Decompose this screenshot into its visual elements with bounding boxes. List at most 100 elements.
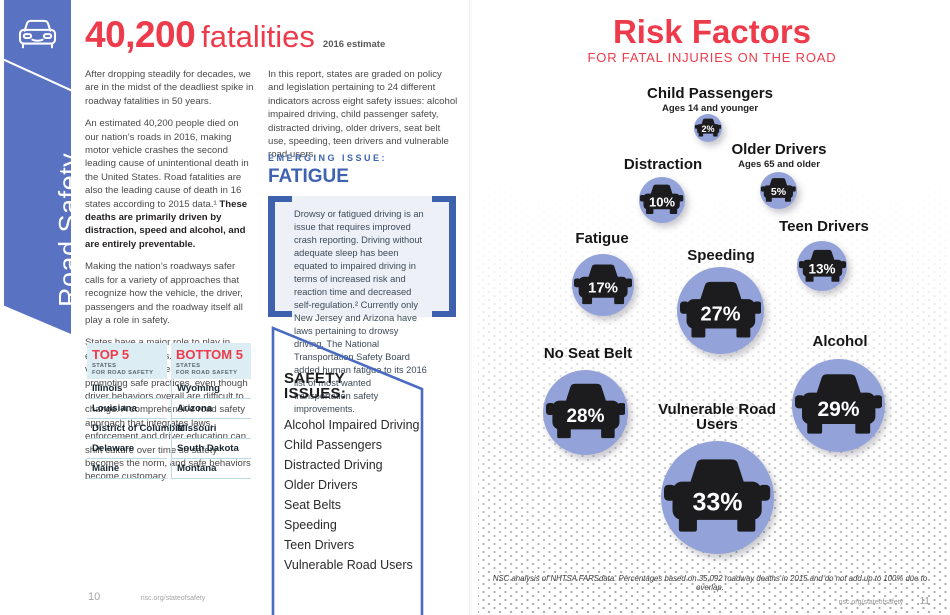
right-bracket-decoration <box>432 196 456 317</box>
table-row: Wyoming <box>172 379 251 399</box>
risk-factor-bubble-older-drivers: 5% <box>760 172 797 209</box>
risk-factors-subtitle: FOR FATAL INJURIES ON THE ROAD <box>587 50 837 65</box>
list-item: Alcohol Impaired Driving <box>284 418 420 432</box>
risk-factor-bubble-fatigue: 17% <box>572 254 634 316</box>
top5-title: TOP 5 <box>92 347 130 362</box>
bottom5-header: BOTTOM 5 STATES FOR ROAD SAFETY <box>171 343 251 379</box>
list-item: Child Passengers <box>284 438 382 452</box>
table-row: Delaware <box>87 439 167 459</box>
car-outline-icon <box>18 19 57 49</box>
fatalities-word: fatalities <box>201 19 315 54</box>
chapter-title-vertical: Road Safety <box>53 152 83 307</box>
risk-percentage: 29% <box>817 398 860 422</box>
risk-percentage: 33% <box>692 488 743 517</box>
paragraph: Making the nation’s roadways safer calls… <box>85 261 243 326</box>
estimate-note: 2016 estimate <box>322 39 386 50</box>
list-item: Vulnerable Road Users <box>284 558 413 572</box>
risk-factor-label-no-seat-belt: No Seat Belt <box>543 345 633 362</box>
table-row: Maine <box>87 459 167 479</box>
table-row: District of Columbia <box>87 419 183 439</box>
top5-subtitle-2: FOR ROAD SAFETY <box>92 370 154 376</box>
site-url-right: nsc.org/stateofsafety <box>838 599 904 606</box>
page-gutter <box>469 0 472 615</box>
risk-factor-bubble-teen-drivers: 13% <box>797 241 847 291</box>
risk-percentage: 2% <box>701 124 715 135</box>
paragraph-bold-text: These deaths are primarily driven by dis… <box>85 198 248 250</box>
source-footnote: NSC analysis of NHTSA FARSdata. Percenta… <box>492 574 928 592</box>
list-item: Older Drivers <box>284 478 358 492</box>
risk-percentage: 28% <box>566 405 605 427</box>
safety-issues-list: Alcohol Impaired Driving Child Passenger… <box>284 415 419 575</box>
car-front-silhouette-icon <box>545 384 626 439</box>
list-item: Seat Belts <box>284 498 341 512</box>
left-page-footer: 10 nsc.org/stateofsafety <box>88 587 205 605</box>
state-rankings-table: TOP 5 STATES FOR ROAD SAFETY Illinois Lo… <box>87 343 251 479</box>
table-row: Illinois <box>87 379 167 399</box>
car-front-silhouette-icon <box>664 459 771 533</box>
list-item: Distracted Driving <box>284 458 383 472</box>
risk-factor-bubble-no-seat-belt: 28% <box>543 370 628 455</box>
car-front-silhouette-icon <box>573 264 633 304</box>
emerging-issue-title: FATIGUE <box>268 166 349 187</box>
risk-factor-bubble-child-passengers: 2% <box>694 114 722 142</box>
risk-factor-label-older-drivers: Older Drivers Ages 65 and older <box>731 141 827 170</box>
top5-rows: Illinois Louisiana District of Columbia … <box>87 379 183 479</box>
bottom5-title: BOTTOM 5 <box>176 347 243 362</box>
list-item: Teen Drivers <box>284 538 355 552</box>
bottom5-subtitle-2: FOR ROAD SAFETY <box>176 370 238 376</box>
table-row: Montana <box>172 459 251 479</box>
risk-percentage: 5% <box>770 186 787 199</box>
intro-column-2: In this report, states are graded on pol… <box>268 68 458 171</box>
fatigue-callout-text: Drowsy or fatigued driving is an issue t… <box>294 209 427 414</box>
table-row: Louisiana <box>87 399 167 419</box>
site-url-left: nsc.org/stateofsafety <box>140 595 206 602</box>
paragraph: An estimated 40,200 people died on our n… <box>85 117 255 251</box>
bottom5-column: BOTTOM 5 STATES FOR ROAD SAFETY Wyoming … <box>171 343 251 479</box>
fatalities-headline: 40,200 fatalities 2016 estimate <box>85 14 465 56</box>
road-safety-ribbon: Road Safety <box>4 0 71 334</box>
risk-percentage: 17% <box>587 279 619 297</box>
risk-factors-title: Risk Factors <box>612 13 812 50</box>
risk-factor-bubble-distraction: 10% <box>639 177 685 223</box>
risk-factor-bubble-speeding: 27% <box>677 267 764 354</box>
car-front-silhouette-icon <box>679 281 762 338</box>
risk-factor-label-alcohol: Alcohol <box>812 333 868 350</box>
risk-factor-label-vulnerable-road-users: Vulnerable Road Users <box>658 401 776 433</box>
left-bracket-decoration <box>268 196 292 317</box>
right-page-footer: nsc.org/stateofsafety 11 <box>839 591 930 609</box>
risk-factor-label-fatigue: Fatigue <box>575 230 629 247</box>
top5-header: TOP 5 STATES FOR ROAD SAFETY <box>87 343 167 379</box>
bottom5-rows: Wyoming Arizona Missouri South Dakota Mo… <box>171 379 251 479</box>
risk-percentage: 10% <box>648 194 676 210</box>
fatigue-callout-box: Drowsy or fatigued driving is an issue t… <box>268 196 456 414</box>
car-front-silhouette-icon <box>798 249 846 282</box>
risk-factor-bubble-vulnerable-road-users: 33% <box>661 441 774 554</box>
list-item: Speeding <box>284 518 337 532</box>
safety-issues-title-line2: ISSUES: <box>284 385 347 402</box>
risk-factor-label-distraction: Distraction <box>623 156 703 173</box>
page-number-left: 10 <box>88 591 101 603</box>
safety-issues-title: SAFETY ISSUES: <box>284 371 346 401</box>
table-row: South Dakota <box>172 439 251 459</box>
risk-factor-label-child-passengers: Child Passengers Ages 14 and younger <box>647 85 773 114</box>
car-front-silhouette-icon <box>694 118 722 137</box>
safety-issues-outline <box>271 326 424 615</box>
emerging-issue-header: EMERGING ISSUE: FATIGUE <box>268 153 387 188</box>
risk-factor-label-speeding: Speeding <box>687 247 755 264</box>
safety-issues-title-line1: SAFETY <box>284 370 345 387</box>
table-row: Arizona <box>172 399 251 419</box>
risk-percentage: 27% <box>700 303 741 326</box>
risk-factor-bubble-alcohol: 29% <box>792 359 885 452</box>
bottom5-subtitle-1: STATES <box>176 363 201 369</box>
top5-column: TOP 5 STATES FOR ROAD SAFETY Illinois Lo… <box>87 343 183 479</box>
table-row: Missouri <box>172 419 251 439</box>
car-front-silhouette-icon <box>761 178 796 202</box>
car-front-silhouette-icon <box>794 374 883 434</box>
ribbon-diagonal-line <box>4 56 71 94</box>
paragraph: After dropping steadily for decades, we … <box>85 69 254 107</box>
paragraph: In this report, states are graded on pol… <box>268 69 458 161</box>
paragraph-text: An estimated 40,200 people died on our n… <box>85 118 249 210</box>
fatalities-number: 40,200 <box>85 14 196 55</box>
top5-subtitle-1: STATES <box>92 363 117 369</box>
